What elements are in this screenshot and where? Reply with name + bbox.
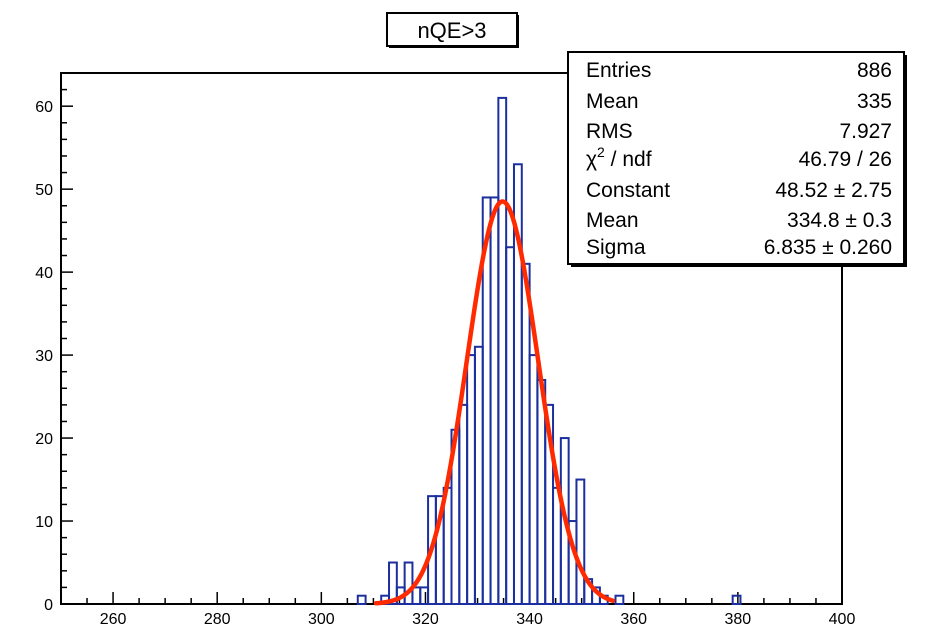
x-tick-label: 360	[620, 611, 647, 628]
stats-label: RMS	[586, 120, 633, 143]
histogram-bin	[466, 354, 476, 605]
histogram-bin	[731, 594, 742, 605]
stats-value: 7.927	[839, 120, 892, 143]
stats-label: Mean	[586, 90, 639, 113]
stats-label: χ2 / ndf	[586, 144, 652, 171]
histogram-bin	[528, 354, 539, 605]
stats-label-rest: / ndf	[605, 148, 652, 171]
stats-label: Constant	[586, 179, 670, 202]
y-tick-label: 30	[35, 348, 53, 365]
histogram-bin	[388, 561, 398, 605]
stats-label: Entries	[586, 59, 651, 82]
chart-title: nQE>3	[417, 18, 486, 43]
stats-box: Entries 886 Mean 335 RMS 7.927 χ2 / ndf 46.79 /…	[567, 51, 907, 267]
title-box: nQE>3	[386, 12, 519, 48]
stats-value: 6.835 ± 0.260	[764, 236, 892, 259]
stats-value: 886	[857, 59, 892, 82]
stats-label-superscript: 2	[597, 144, 605, 160]
x-tick-label: 340	[516, 611, 543, 628]
stats-label: Sigma	[586, 236, 646, 259]
histogram-bin	[489, 196, 500, 605]
x-tick-label: 380	[725, 611, 752, 628]
histogram-bin	[403, 561, 414, 605]
histogram-bin	[497, 96, 508, 605]
y-tick-label: 0	[44, 597, 53, 614]
stats-value: 334.8 ± 0.3	[787, 209, 892, 232]
x-tick-label: 300	[308, 611, 335, 628]
histogram-bin	[356, 594, 367, 605]
histogram-bin	[520, 262, 531, 605]
y-tick-label: 10	[35, 514, 53, 531]
histogram-series	[356, 96, 742, 605]
stats-value: 335	[857, 90, 892, 113]
x-tick-label: 400	[829, 611, 856, 628]
fit-curve	[373, 199, 616, 606]
x-tick-label: 260	[100, 611, 127, 628]
histogram-bin	[614, 594, 625, 605]
stats-value: 48.52 ± 2.75	[775, 179, 892, 202]
histogram-bin	[575, 478, 586, 605]
gaussian-fit-series	[373, 199, 616, 606]
histogram-bin	[552, 486, 562, 605]
histogram-bin	[419, 586, 430, 605]
x-tick-label: 280	[204, 611, 231, 628]
histogram-bin	[473, 345, 484, 605]
histogram-bin	[458, 403, 469, 605]
x-tick-label: 320	[412, 611, 439, 628]
y-tick-label: 40	[35, 265, 53, 282]
stats-label-symbol: χ	[586, 148, 597, 171]
stats-label: Mean	[586, 209, 639, 232]
stats-value: 46.79 / 26	[799, 148, 892, 171]
y-tick-label: 20	[35, 431, 53, 448]
histogram-bin	[505, 246, 515, 605]
y-tick-label: 60	[35, 99, 53, 116]
stats-box-frame	[567, 51, 905, 265]
y-tick-label: 50	[35, 182, 53, 199]
histogram-bin	[411, 586, 422, 605]
